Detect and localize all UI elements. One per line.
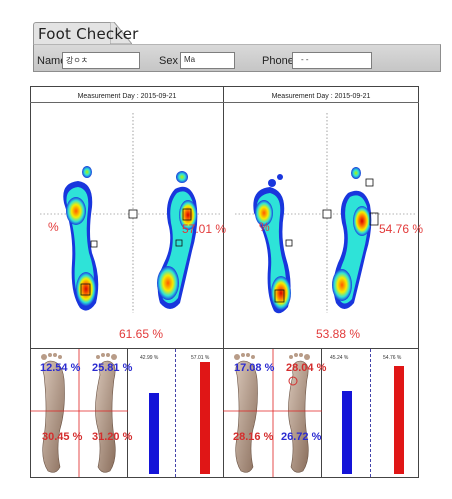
phone-label: Phone bbox=[262, 55, 294, 67]
right-panel-left-foot-pct: % bbox=[259, 220, 270, 234]
left-blue-balance-bar bbox=[149, 392, 159, 474]
right-quadrant-bottom-right-pct: 26.72 % bbox=[281, 431, 322, 443]
left-quadrant-top-left-pct: 12.54 % bbox=[40, 362, 81, 374]
right-bar-divider bbox=[370, 349, 371, 477]
left-quadrant-top-right-pct: 25.81 % bbox=[92, 362, 133, 374]
sex-label: Sex bbox=[159, 55, 178, 67]
right-red-bar-label: 54.76 % bbox=[383, 355, 402, 361]
left-red-balance-bar bbox=[200, 362, 210, 474]
phone-field[interactable]: - - bbox=[292, 52, 372, 69]
left-foot-soles-image bbox=[30, 349, 128, 477]
left-measurement-day: Measurement Day : 2015-09-21 bbox=[77, 93, 177, 100]
right-measurement-panel bbox=[223, 86, 419, 350]
left-bar-divider bbox=[175, 349, 176, 477]
left-panel-total-pct: 61.65 % bbox=[119, 327, 164, 341]
app-tab bbox=[33, 22, 113, 46]
left-panel-right-foot-pct: 57.01 % bbox=[182, 222, 227, 236]
left-panel-left-foot-pct: % bbox=[48, 220, 59, 234]
left-quadrant-bottom-left-pct: 30.45 % bbox=[42, 431, 83, 443]
sex-field[interactable]: Ma bbox=[180, 52, 235, 69]
right-panel-total-pct: 53.88 % bbox=[316, 327, 361, 341]
right-blue-bar-label: 45.24 % bbox=[330, 355, 349, 361]
pressure-maps bbox=[40, 113, 415, 314]
panel-header-divider bbox=[30, 102, 419, 103]
left-red-bar-label: 57.01 % bbox=[191, 355, 210, 361]
left-quadrant-bottom-right-pct: 31.20 % bbox=[92, 431, 133, 443]
name-field[interactable]: 강ㅇㅊ bbox=[62, 52, 140, 69]
left-blue-bar-label: 42.99 % bbox=[140, 355, 159, 361]
name-label: Name bbox=[37, 55, 67, 67]
tab-slant bbox=[110, 22, 132, 45]
right-red-balance-bar bbox=[394, 366, 404, 474]
right-quadrant-top-right-pct: 28.04 % bbox=[286, 362, 327, 374]
right-panel-right-foot-pct: 54.76 % bbox=[379, 222, 424, 236]
app-title: Foot Checker bbox=[38, 25, 139, 43]
right-quadrant-bottom-left-pct: 28.16 % bbox=[233, 431, 274, 443]
right-quadrant-top-left-pct: 17.08 % bbox=[234, 362, 275, 374]
right-foot-soles-image bbox=[223, 349, 322, 477]
right-blue-balance-bar bbox=[342, 391, 352, 474]
right-measurement-day: Measurement Day : 2015-09-21 bbox=[271, 93, 371, 100]
